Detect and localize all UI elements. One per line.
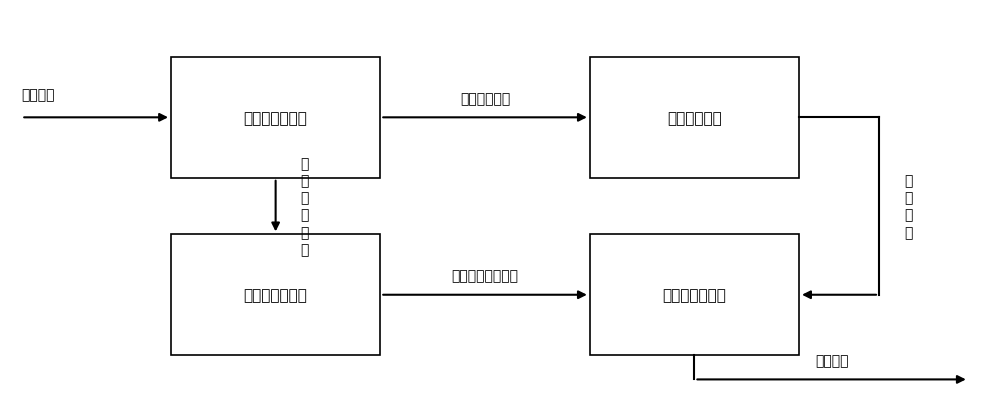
Text: 控制字转换模块: 控制字转换模块	[244, 288, 308, 303]
Text: 转换后的控制信号: 转换后的控制信号	[452, 269, 519, 283]
FancyBboxPatch shape	[590, 234, 799, 355]
Text: 可变速率接收机: 可变速率接收机	[244, 111, 308, 126]
Text: 输
出
控
制
信
号: 输 出 控 制 信 号	[301, 156, 309, 257]
Text: 数据处理模块: 数据处理模块	[667, 111, 722, 126]
FancyBboxPatch shape	[171, 234, 380, 355]
Text: 基带信号解调: 基带信号解调	[460, 92, 510, 106]
Text: 基带信号: 基带信号	[21, 88, 55, 102]
Text: 可变速率发射机: 可变速率发射机	[663, 288, 726, 303]
FancyBboxPatch shape	[590, 58, 799, 178]
Text: 数
据
处
理: 数 据 处 理	[904, 174, 912, 239]
Text: 调制输出: 调制输出	[815, 354, 848, 367]
FancyBboxPatch shape	[171, 58, 380, 178]
